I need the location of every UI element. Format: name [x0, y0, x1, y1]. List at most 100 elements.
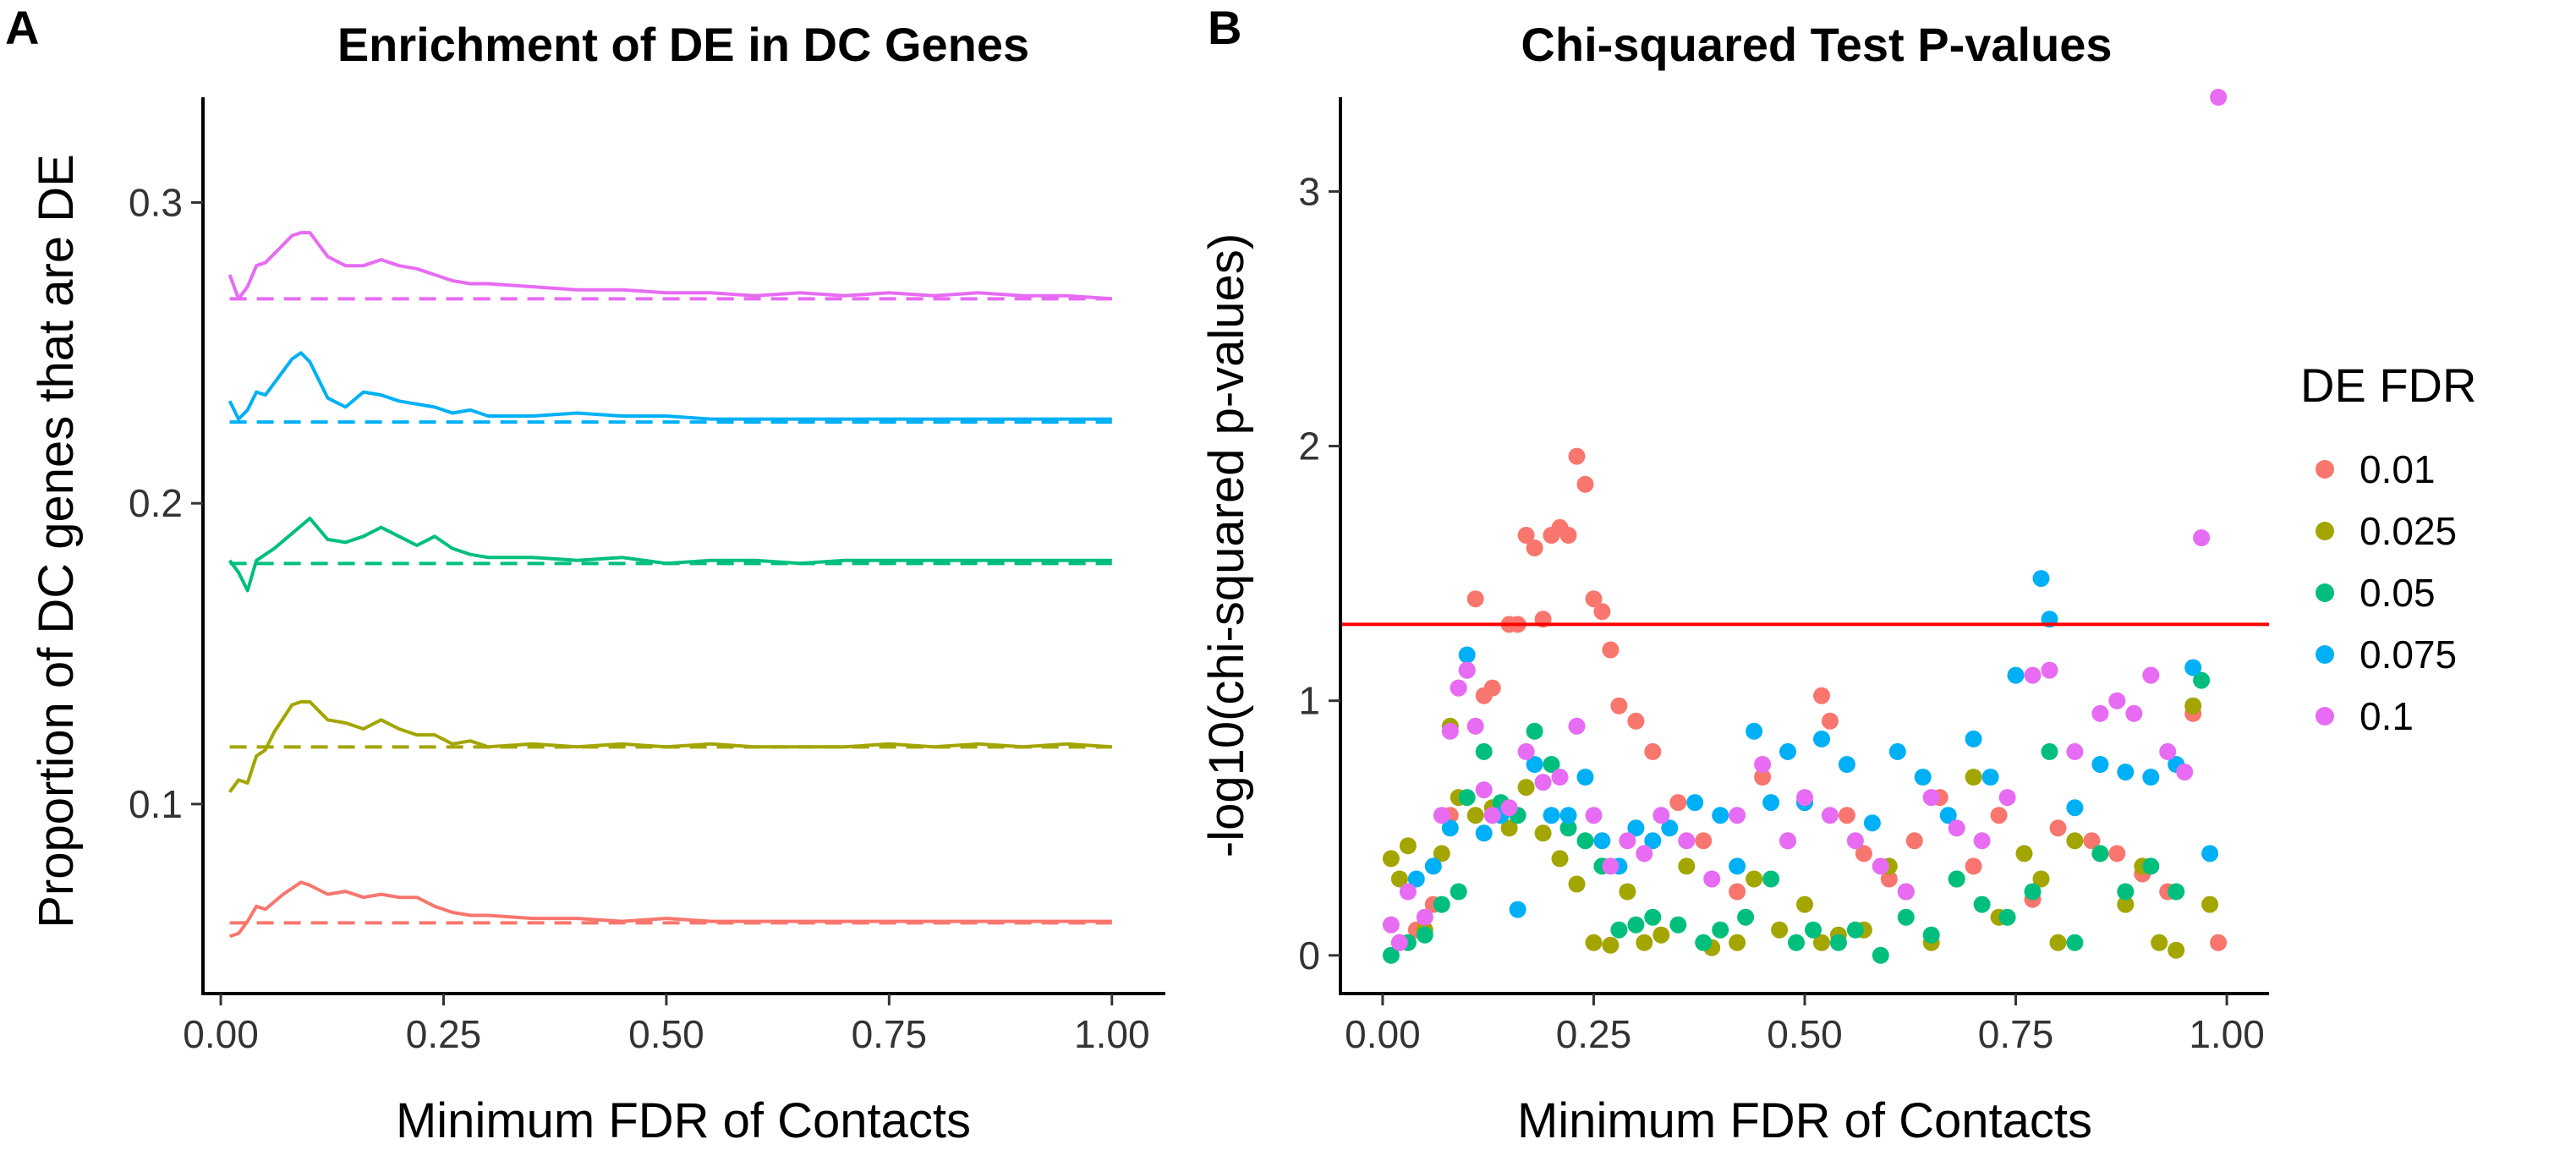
scatter-point-0.1: [1390, 934, 1408, 951]
scatter-point-0.075: [1863, 814, 1881, 832]
scatter-point-0.01: [1466, 590, 1484, 608]
scatter-point-0.01: [2210, 934, 2228, 951]
scatter-point-0.05: [1762, 870, 1780, 888]
panel-b-ticks: 0.00 0.25 0.50 0.75 1.00 0 1 2 3: [1298, 169, 2264, 1056]
series-line-0.05: [227, 517, 1112, 593]
legend-key-0.05: [2316, 583, 2334, 602]
scatter-point-0.075: [1838, 756, 1855, 773]
x-tick-label: 0.25: [406, 1012, 482, 1056]
scatter-point-0.05: [2193, 671, 2211, 689]
scatter-point-0.1: [1998, 789, 2016, 807]
scatter-point-0.025: [1517, 779, 1535, 797]
scatter-point-0.05: [1805, 921, 1822, 939]
scatter-point-0.1: [2125, 704, 2143, 722]
scatter-point-0.025: [1433, 845, 1450, 862]
scatter-point-0.075: [1981, 769, 1999, 786]
scatter-point-0.1: [1466, 717, 1484, 735]
scatter-point-0.01: [2108, 845, 2126, 862]
scatter-point-0.05: [1829, 934, 1847, 951]
scatter-point-0.05: [2024, 883, 2042, 901]
scatter-point-0.025: [1796, 895, 1813, 913]
scatter-point-0.01: [1838, 807, 1855, 824]
scatter-point-0.1: [1703, 870, 1721, 888]
scatter-point-0.075: [1746, 722, 1763, 740]
scatter-point-0.075: [1661, 819, 1679, 837]
scatter-point-0.1: [1779, 832, 1796, 850]
scatter-point-0.01: [1517, 527, 1535, 544]
scatter-point-0.05: [1576, 832, 1594, 850]
scatter-point-0.025: [1619, 883, 1636, 901]
scatter-point-0.05: [1669, 916, 1687, 934]
scatter-point-0.075: [2117, 764, 2135, 780]
scatter-point-0.075: [1424, 857, 1442, 875]
scatter-point-0.1: [1897, 883, 1915, 901]
scatter-point-0.1: [2176, 764, 2194, 780]
scatter-point-0.075: [2142, 769, 2160, 786]
scatter-point-0.05: [1846, 921, 1864, 939]
scatter-point-0.1: [1382, 916, 1400, 934]
scatter-point-0.075: [1939, 807, 1957, 824]
scatter-point-0.05: [1695, 934, 1713, 951]
scatter-point-0.025: [2015, 845, 2033, 862]
panel-a-title: Enrichment of DE in DC Genes: [337, 18, 1029, 71]
scatter-point-0.075: [2201, 845, 2219, 862]
scatter-point-0.025: [1678, 857, 1696, 875]
scatter-point-0.025: [2066, 832, 2084, 850]
scatter-point-0.01: [1627, 712, 1645, 730]
scatter-point-0.025: [1602, 936, 1620, 954]
scatter-point-0.025: [2201, 895, 2219, 913]
scatter-point-0.025: [1746, 870, 1763, 888]
legend-label-0.01: 0.01: [2360, 447, 2436, 491]
scatter-point-0.025: [1729, 934, 1746, 951]
series-line-0.025: [227, 700, 1112, 793]
scatter-point-0.075: [1526, 756, 1543, 773]
scatter-point-0.01: [1576, 475, 1594, 493]
scatter-point-0.05: [1897, 908, 1915, 926]
scatter-point-0.1: [1973, 832, 1991, 850]
scatter-point-0.01: [1526, 539, 1543, 556]
scatter-point-0.1: [1636, 845, 1653, 862]
legend-key-0.01: [2316, 460, 2334, 479]
scatter-point-0.05: [1416, 926, 1433, 944]
scatter-point-0.01: [1905, 832, 1923, 850]
scatter-point-0.01: [1855, 845, 1872, 862]
y-tick-label: 0.2: [129, 481, 183, 525]
scatter-point-0.01: [1965, 857, 1982, 875]
scatter-point-0.05: [1433, 895, 1450, 913]
scatter-point-0.05: [1998, 908, 2016, 926]
scatter-point-0.1: [1568, 717, 1586, 735]
scatter-point-0.01: [1729, 883, 1746, 901]
scatter-point-0.01: [1602, 641, 1620, 659]
scatter-point-0.05: [1475, 742, 1493, 760]
x-tick-label: 0.50: [628, 1012, 704, 1056]
scatter-point-0.025: [2184, 697, 2202, 715]
scatter-point-0.025: [2049, 934, 2067, 951]
scatter-point-0.01: [1821, 712, 1839, 730]
scatter-point-0.075: [1559, 807, 1577, 824]
scatter-point-0.1: [1500, 799, 1518, 817]
x-tick-label: 0.00: [1345, 1012, 1421, 1056]
scatter-point-0.01: [1610, 697, 1628, 715]
scatter-point-0.05: [2117, 883, 2135, 901]
panel-b: B Chi-squared Test P-values 0.00 0.25 0.50…: [1199, 1, 2269, 1148]
scatter-point-0.01: [2049, 819, 2067, 837]
x-tick-label: 0.75: [1978, 1012, 2054, 1056]
scatter-point-0.025: [1382, 850, 1400, 868]
scatter-point-0.05: [2168, 883, 2185, 901]
scatter-point-0.025: [1813, 934, 1830, 951]
scatter-point-0.075: [1407, 870, 1425, 888]
panel-a: A Enrichment of DE in DC Genes 0.00 0.25 0…: [5, 1, 1165, 1148]
y-tick-label: 0: [1298, 934, 1320, 978]
scatter-point-0.1: [2041, 661, 2058, 679]
scatter-point-0.1: [1458, 661, 1476, 679]
scatter-point-0.1: [1729, 807, 1746, 824]
legend-items: 0.01 0.025 0.05 0.075 0.1: [2316, 447, 2457, 738]
scatter-point-0.05: [1526, 722, 1543, 740]
scatter-point-0.075: [2066, 799, 2084, 817]
scatter-point-0.075: [1475, 824, 1493, 842]
scatter-point-0.1: [2159, 742, 2177, 760]
scatter-point-0.01: [1754, 769, 1772, 786]
scatter-point-0.025: [1534, 824, 1552, 842]
scatter-point-0.075: [2091, 756, 2109, 773]
scatter-point-0.01: [1644, 742, 1662, 760]
